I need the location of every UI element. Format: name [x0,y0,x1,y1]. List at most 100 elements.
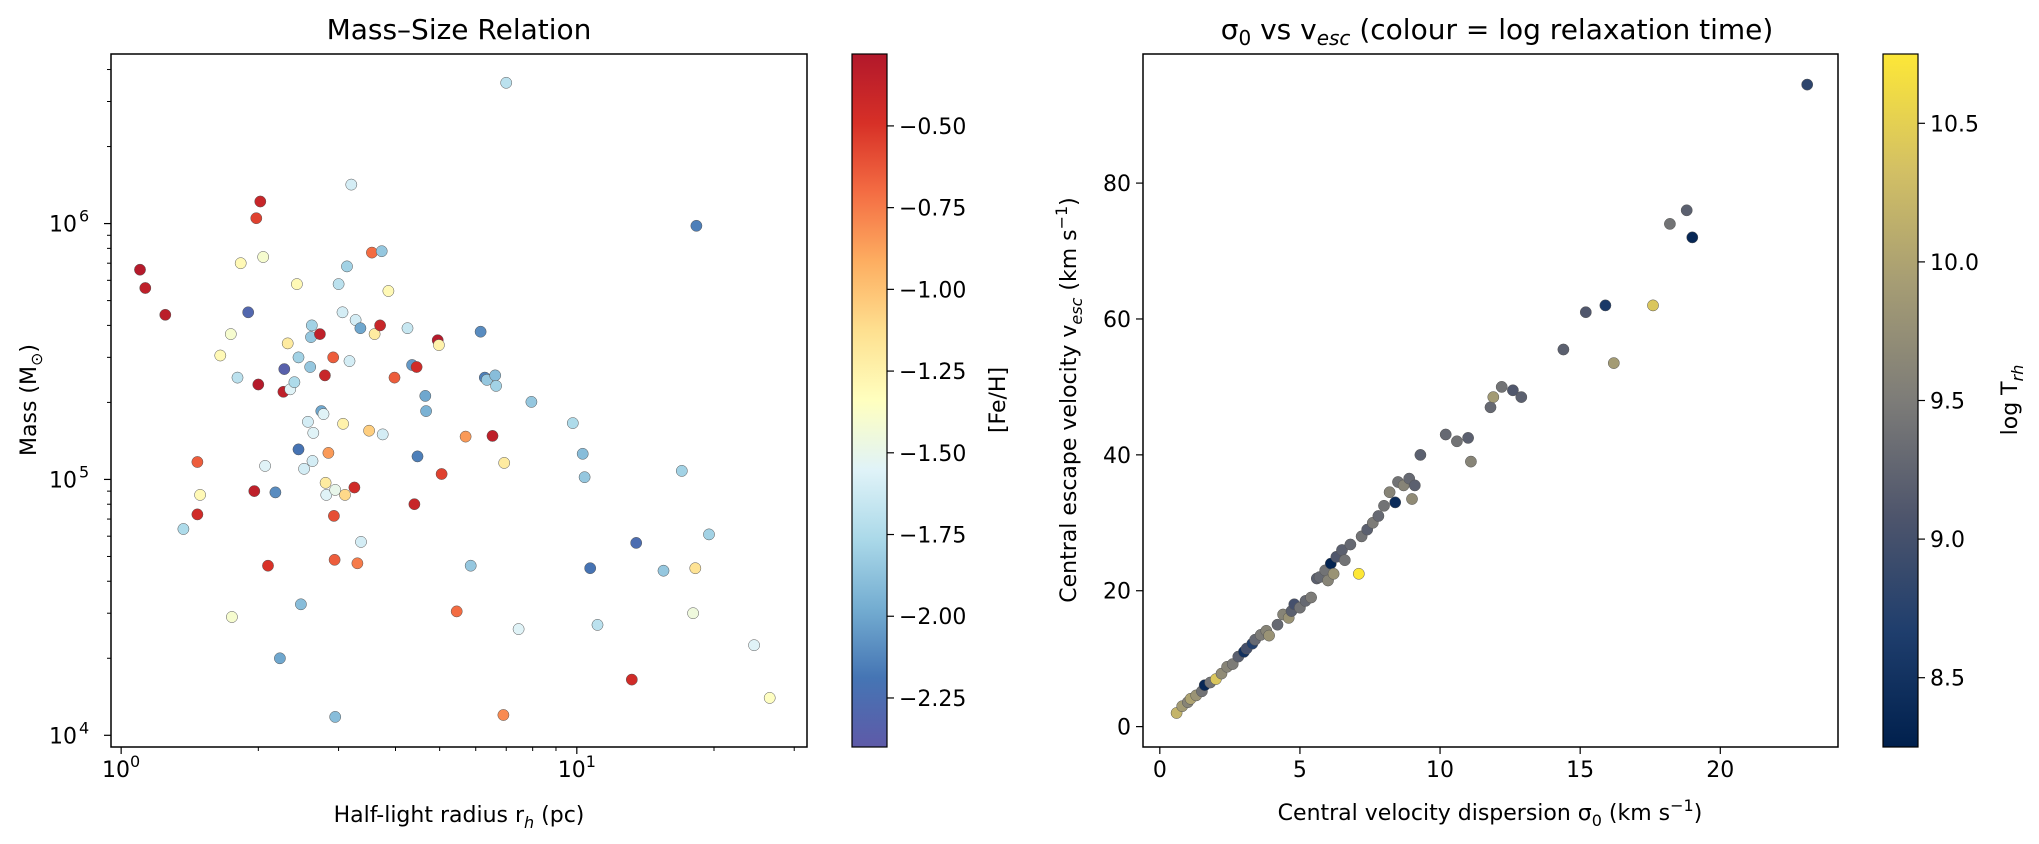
colorbar [851,53,888,748]
y-tick-exponent: 6 [79,207,89,226]
x-tick-label: 101 [558,752,596,783]
y-axis-label: Central escape velocity vesc (km s−1) [1052,197,1086,603]
y-axis-label: Mass (M⊙) [17,344,46,456]
scatter-point [690,219,703,232]
scatter-point [214,349,227,362]
scatter-point [1680,204,1693,217]
scatter-point [1647,299,1659,312]
scatter-point [584,562,597,575]
scatter-point [288,376,301,389]
scatter-point [433,339,445,351]
colorbar-tick-label: 10.5 [1930,112,1979,137]
scatter-point [382,285,395,297]
scatter-point [319,476,332,489]
scatter-point [1352,567,1365,580]
scatter-point [1686,231,1699,244]
scatter-point [1487,391,1500,403]
scatter-point [250,212,263,225]
scatter-points [1170,78,1814,719]
scatter-point [675,465,688,477]
scatter-point [292,443,305,456]
x-tick-label: 100 [102,752,140,783]
scatter-point [336,306,349,319]
scatter-point [401,322,414,335]
scatter-point [474,325,487,338]
scatter-point [234,257,247,270]
scatter-point [242,306,255,319]
x-tick-label: 5 [1293,758,1307,783]
y-axis-ticks: 0 20 40 60 80 [1103,172,1143,741]
colorbar-ticks: −0.50 −0.75 −1.00 −1.25 −1.50 −1.75 −2.00 −2.25 [887,115,966,712]
y-tick-label: 10 [49,213,77,238]
scatter-point [278,363,291,375]
scatter-point [464,559,477,572]
scatter-point [274,652,286,665]
scatter-point [320,489,333,501]
scatter-point [1263,629,1275,642]
scatter-point [687,607,699,620]
scatter-point [1439,428,1452,441]
scatter-point [1408,479,1421,492]
scatter-point [305,319,318,332]
scatter-point [363,424,375,437]
colorbar-label: [Fe/H] [986,367,1011,433]
scatter-point [343,355,356,367]
colorbar-tick-label: −2.00 [899,605,966,630]
scatter-point [419,390,432,402]
scatter-point [630,537,643,549]
scatter-point [262,559,274,572]
scatter-point [1507,384,1519,397]
scatter-point [159,308,172,321]
scatter-point [500,76,513,89]
x-axis-ticks: 0 5 10 15 20 [1153,747,1734,783]
scatter-point [489,369,502,382]
scatter-point [703,528,715,541]
scatter-point [328,553,341,566]
scatter-point [351,557,364,570]
scatter-point [252,378,265,391]
y-tick-exponent: 5 [79,462,89,481]
sigma-vesc-panel: σ0 vs vesc (colour = log relaxation time… [1052,13,2027,830]
scatter-point [302,415,314,428]
scatter-point [269,486,282,499]
x-tick-label: 10 [1426,758,1454,783]
y-tick-label: 10 [49,468,77,493]
scatter-point [625,673,638,686]
x-axis-label: Central velocity dispersion σ0 (km s−1) [1278,796,1703,830]
scatter-point [134,263,146,276]
scatter-point [339,489,351,501]
scatter-point [295,598,307,611]
colorbar-tick-label: −0.50 [899,115,966,140]
scatter-point [1406,493,1418,505]
scatter-point [341,260,353,273]
scatter-point [374,319,386,332]
scatter-point [1515,391,1528,403]
scatter-point [226,611,238,623]
scatter-points [134,76,776,723]
scatter-point [1451,435,1463,448]
scatter-point [191,456,204,468]
colorbar-tick-label: −1.00 [899,278,966,303]
scatter-point [576,447,589,460]
x-tick-label: 20 [1706,758,1734,783]
scatter-point [319,369,331,382]
scatter-point [657,564,670,577]
scatter-point [366,246,378,259]
colorbar-tick-label: −0.75 [899,197,966,222]
scatter-point [191,508,204,521]
scatter-point [337,417,349,430]
scatter-point [177,523,190,535]
y-tick-label: 0 [1117,716,1131,741]
scatter-point [292,351,305,364]
scatter-point [497,709,510,721]
plot-frame [110,53,808,748]
scatter-point [224,328,237,340]
y-tick-label: 80 [1103,172,1131,197]
scatter-point [408,498,421,511]
scatter-point [348,481,361,494]
x-tick-label: 0 [1153,758,1167,783]
scatter-point [1664,218,1676,230]
